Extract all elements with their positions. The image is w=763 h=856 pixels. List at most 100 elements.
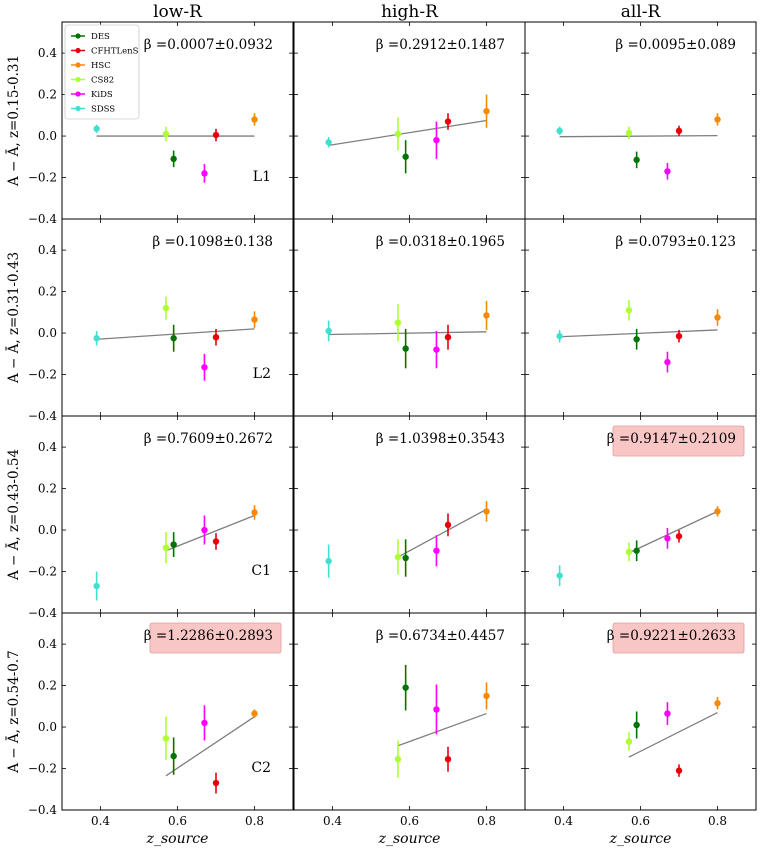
- beta-label: β =0.0007±0.0932: [144, 37, 273, 53]
- data-point: [433, 137, 440, 144]
- data-point: [664, 710, 671, 717]
- y-tick-label: 0.4: [38, 243, 57, 257]
- row-label: A − Ā, z=0.31-0.43: [6, 252, 22, 384]
- fit-line: [328, 331, 487, 336]
- data-point: [633, 336, 640, 343]
- panel-frame: [524, 612, 757, 811]
- legend-entry: CFHTLenS: [91, 47, 139, 57]
- data-point: [402, 153, 409, 160]
- y-tick-label: 0.4: [38, 46, 57, 60]
- beta-label: β =0.1098±0.138: [152, 234, 273, 250]
- data-point: [664, 358, 671, 366]
- beta-highlight-box: [149, 622, 282, 654]
- y-tick-label: −0.4: [28, 803, 58, 817]
- data-point: [625, 129, 633, 137]
- data-point: [394, 553, 402, 561]
- data-point: [212, 538, 220, 545]
- y-tick-label: −0.2: [28, 762, 57, 776]
- panel: −0.4 −0.2 0.0 0.2 0.4 0.4 0.6 0.8 β =1.2286±0.28…: [28, 612, 294, 828]
- beta-label: β =0.6734±0.4457: [376, 628, 505, 644]
- data-point: [170, 752, 177, 760]
- data-point: [633, 721, 640, 729]
- data-point: [633, 156, 640, 164]
- data-point: [444, 334, 452, 341]
- panel: 0.4 0.6 0.8 β =0.6734±0.4457: [293, 612, 526, 828]
- fit-line: [96, 328, 255, 340]
- data-point: [201, 364, 208, 371]
- data-point: [675, 767, 683, 774]
- panel: β =0.2912±0.1487: [293, 21, 526, 220]
- panel: −0.4 −0.2 0.0 0.2 0.4 β =0.1098±0.138 L2: [28, 218, 294, 423]
- legend-swatch-marker: [75, 105, 81, 112]
- data-point: [664, 168, 671, 175]
- legend-entry: CS82: [91, 76, 114, 86]
- data-point: [251, 316, 258, 323]
- y-tick-label: 0.0: [38, 129, 57, 143]
- x-axis-label: z_source: [609, 831, 672, 847]
- data-point: [556, 127, 563, 135]
- beta-label: β =0.2912±0.1487: [376, 37, 505, 53]
- data-point: [394, 755, 402, 763]
- data-point: [251, 116, 258, 123]
- data-point: [433, 346, 440, 353]
- y-tick-label: 0.0: [38, 326, 57, 340]
- x-axis-label: z_source: [378, 831, 441, 847]
- data-point: [483, 312, 490, 319]
- data-point: [93, 125, 100, 132]
- y-tick-label: 0.2: [38, 679, 57, 693]
- panel: −0.4 −0.2 0.0 0.2 0.4 β =0.7609±0.2672 C1: [28, 415, 294, 620]
- data-point: [212, 334, 220, 341]
- data-point: [675, 332, 683, 340]
- data-point: [625, 307, 633, 314]
- legend-entry: HSC: [91, 61, 111, 71]
- legend-box: [64, 24, 140, 120]
- legend-swatch-marker: [75, 47, 81, 54]
- fit-line: [328, 119, 487, 147]
- data-point: [93, 335, 100, 342]
- data-point: [170, 155, 177, 163]
- data-point: [162, 735, 170, 742]
- data-point: [444, 755, 452, 763]
- x-axis-label: z_source: [146, 831, 209, 847]
- data-point: [212, 131, 220, 139]
- x-tick-label: 0.8: [245, 814, 264, 828]
- beta-label: β =0.9147±0.2109: [607, 431, 736, 447]
- data-point: [402, 684, 409, 691]
- data-point: [714, 700, 721, 707]
- y-tick-label: 0.2: [38, 285, 57, 299]
- legend-entry: SDSS: [91, 105, 115, 115]
- fit-line: [397, 508, 487, 558]
- legend-swatch-marker: [75, 91, 81, 97]
- beta-highlight-box: [612, 622, 745, 654]
- data-point: [201, 526, 208, 534]
- x-tick-label: 0.4: [323, 814, 342, 828]
- fit-line: [559, 134, 718, 138]
- legend-swatch-marker: [75, 62, 81, 68]
- data-point: [325, 327, 332, 335]
- panel-tag: C1: [251, 563, 271, 579]
- beta-label: β =0.0318±0.1965: [376, 234, 505, 250]
- y-tick-label: 0.4: [38, 440, 57, 454]
- data-point: [444, 521, 452, 529]
- x-tick-label: 0.4: [91, 814, 110, 828]
- y-tick-label: −0.2: [28, 368, 57, 382]
- data-point: [170, 335, 177, 342]
- y-tick-label: 0.2: [38, 88, 57, 102]
- fit-line: [628, 510, 718, 554]
- legend: DES CFHTLenS HSC CS82 KiDS SDSS: [64, 24, 140, 120]
- data-point: [675, 127, 683, 135]
- beta-label: β =1.0398±0.3543: [376, 431, 505, 447]
- data-point: [625, 548, 633, 556]
- data-point: [394, 130, 402, 138]
- column-title: high-R: [381, 2, 439, 22]
- data-point: [394, 319, 402, 326]
- panel-tag: L1: [253, 169, 271, 185]
- y-tick-label: −0.2: [28, 565, 57, 579]
- data-point: [212, 779, 220, 787]
- x-tick-label: 0.4: [554, 814, 573, 828]
- fit-line: [559, 329, 718, 338]
- data-point: [402, 345, 409, 352]
- x-tick-label: 0.6: [400, 814, 419, 828]
- data-point: [93, 582, 100, 590]
- x-tick-label: 0.8: [708, 814, 727, 828]
